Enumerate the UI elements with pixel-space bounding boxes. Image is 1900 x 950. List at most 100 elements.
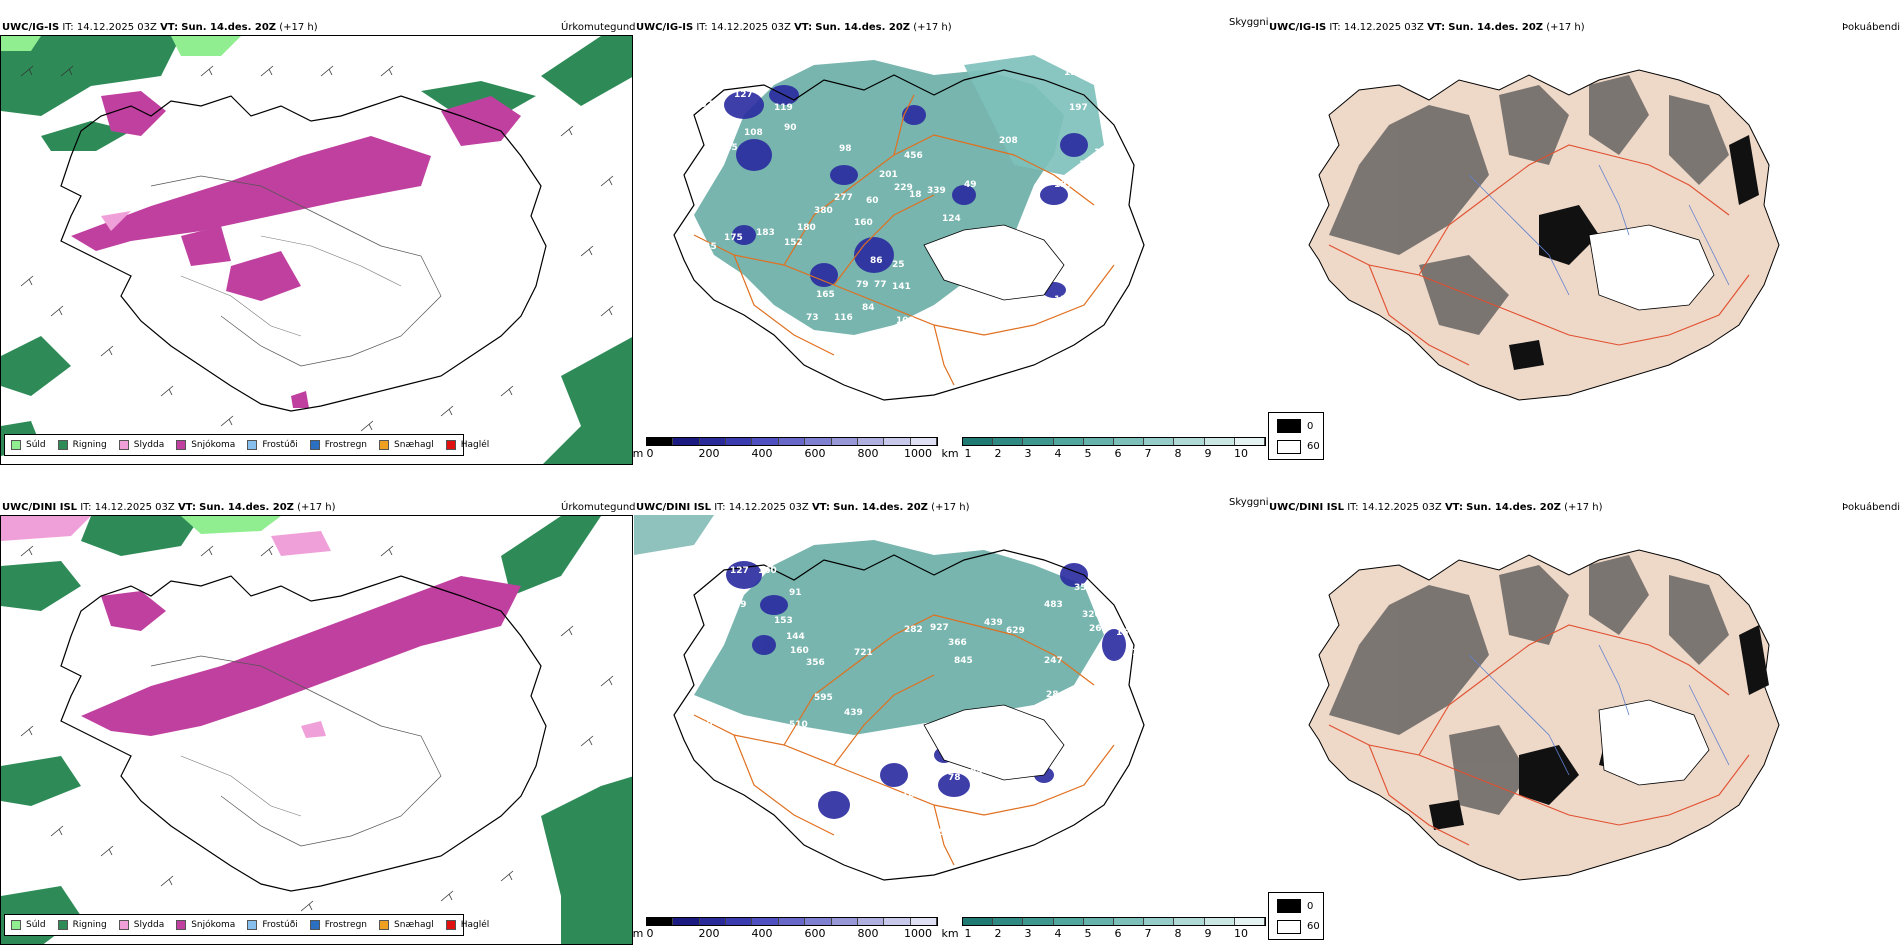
elevation-tick: 200 [698, 927, 720, 940]
elevation-unit: m [632, 447, 644, 460]
elevation-label: 845 [954, 656, 973, 666]
cloud-colorbar-2: km 1 2 3 4 5 6 7 8 9 10 [941, 917, 1266, 941]
elevation-label: 100 [896, 316, 915, 326]
cloud-cover-label: 0 [1307, 901, 1314, 912]
elevation-label: 90 [784, 123, 797, 133]
elevation-label: 78 [948, 773, 961, 783]
elevation-label: 208 [999, 136, 1018, 146]
legend-swatch [247, 920, 258, 930]
elevation-label: 97 [976, 793, 989, 803]
cloud-cover-swatch-full [1277, 899, 1301, 913]
elevation-tick: 400 [751, 447, 773, 460]
cloud-tick: 7 [1144, 447, 1152, 460]
elevation-label: 108 [744, 128, 763, 138]
cloud-tick: 5 [1084, 447, 1092, 460]
sky-header-2: UWC/DINI ISL IT: 14.12.2025 03Z VT: Sun.… [636, 502, 970, 513]
legend-label: Frostregn [324, 440, 368, 450]
elevation-tick: 200 [698, 447, 720, 460]
elevation-label: 160 [758, 566, 777, 576]
elevation-tick: 400 [751, 927, 773, 940]
elevation-label: 152 [784, 238, 803, 248]
elevation-label: 263 [1089, 624, 1108, 634]
legend-label: Rigning [72, 920, 107, 930]
elevation-label: 491 [810, 733, 829, 743]
elevation-label: 15 [1116, 628, 1129, 638]
elevation-tick: 1000 [904, 927, 932, 940]
elevation-label: 197 [1069, 103, 1088, 113]
elevation-label: 730 [1112, 590, 1131, 600]
elevation-label: 60 [866, 196, 879, 206]
precip-header-1: UWC/IG-IS IT: 14.12.2025 03Z VT: Sun. 14… [2, 22, 318, 33]
elevation-label: 160 [854, 218, 873, 228]
elevation-label: 25 [892, 260, 905, 270]
elevation-label: 183 [902, 790, 921, 800]
legend-swatch [57, 920, 68, 930]
elevation-labels-2: 127 160 91 99 153 144 160 356 282 927 36… [700, 566, 1152, 873]
fog-map-2[interactable] [1269, 515, 1900, 915]
precip-map-2[interactable]: Súld Rigning Slydda Snjókoma Frostúði Fr… [0, 515, 633, 945]
cloud-tick: 1 [964, 447, 972, 460]
elevation-unit: m [632, 927, 644, 940]
elevation-label: 172 [1094, 148, 1113, 158]
elevation-label: 49 [964, 180, 977, 190]
cloud-cover-label: 60 [1307, 921, 1320, 932]
legend-label: Snjókoma [191, 920, 236, 930]
elevation-label: 277 [834, 193, 853, 203]
elevation-label: 153 [774, 616, 793, 626]
fog-map-1[interactable] [1269, 35, 1900, 435]
elevation-label: 58 [966, 726, 979, 736]
legend-swatch [118, 920, 129, 930]
elevation-label: 510 [789, 720, 808, 730]
elevation-label: 18 [909, 190, 922, 200]
elevation-label: 97 [896, 351, 909, 361]
sky-map-1[interactable]: 127 119 99 107 108 245 90 98 456 208 190… [634, 35, 1264, 435]
cloud-tick: 2 [994, 927, 1002, 940]
elevation-label: 98 [839, 144, 852, 154]
elevation-label: 127 [734, 90, 753, 100]
elevation-label: 77 [874, 280, 887, 290]
elevation-labels-1: 127 119 99 107 108 245 90 98 456 208 190… [694, 68, 1113, 398]
elevation-label: 30 [700, 720, 713, 730]
legend-swatch [57, 440, 68, 450]
legend-swatch [379, 920, 390, 930]
cloud-tick: 8 [1174, 447, 1182, 460]
elevation-label: 167 [910, 740, 929, 750]
elevation-label: 165 [816, 290, 835, 300]
elevation-label: 247 [1044, 656, 1063, 666]
cloud-tick: 5 [1084, 927, 1092, 940]
elevation-label: 190 [1064, 68, 1083, 78]
elevation-label: 355 [1074, 583, 1093, 593]
elevation-label: 70 [912, 388, 925, 398]
cloud-cover-swatch-full [1277, 419, 1301, 433]
cloud-unit: km [941, 447, 959, 460]
sky-map-2[interactable]: 127 160 91 99 153 144 160 356 282 927 36… [634, 515, 1264, 915]
legend-swatch [445, 440, 456, 450]
fog-header-2: UWC/DINI ISL IT: 14.12.2025 03Z VT: Sun.… [1269, 502, 1603, 513]
elevation-label: 439 [984, 618, 1003, 628]
cloud-cover-label: 0 [1307, 421, 1314, 432]
elevation-label: 721 [854, 648, 873, 658]
elevation-label: 366 [948, 638, 967, 648]
elevation-label: 380 [814, 206, 833, 216]
cloud-tick: 1 [964, 927, 972, 940]
legend-label: Súld [26, 920, 46, 930]
elevation-label: 201 [879, 170, 898, 180]
legend-label: Snæhagl [394, 920, 434, 930]
elevation-label: 91 [789, 588, 802, 598]
legend-swatch [176, 920, 187, 930]
precip-map-1[interactable]: Súld Rigning Slydda Snjókoma Frostúði Fr… [0, 35, 633, 465]
cloud-tick: 10 [1234, 447, 1248, 460]
legend-label: Súld [26, 440, 46, 450]
legend-label: Haglél [460, 440, 490, 450]
legend-swatch [247, 440, 258, 450]
elevation-tick: 600 [804, 927, 826, 940]
legend-label: Frostúði [262, 920, 298, 930]
elevation-label: 198 [762, 726, 781, 736]
elevation-label: 131 [1054, 295, 1073, 305]
fog-header-1: UWC/IG-IS IT: 14.12.2025 03Z VT: Sun. 14… [1269, 22, 1585, 33]
precip-title-1: Úrkomutegund [561, 22, 636, 33]
cloud-tick: 9 [1204, 927, 1212, 940]
elevation-tick: 0 [646, 447, 654, 460]
elevation-label: 245 [719, 143, 738, 153]
legend-label: Slydda [133, 920, 165, 930]
